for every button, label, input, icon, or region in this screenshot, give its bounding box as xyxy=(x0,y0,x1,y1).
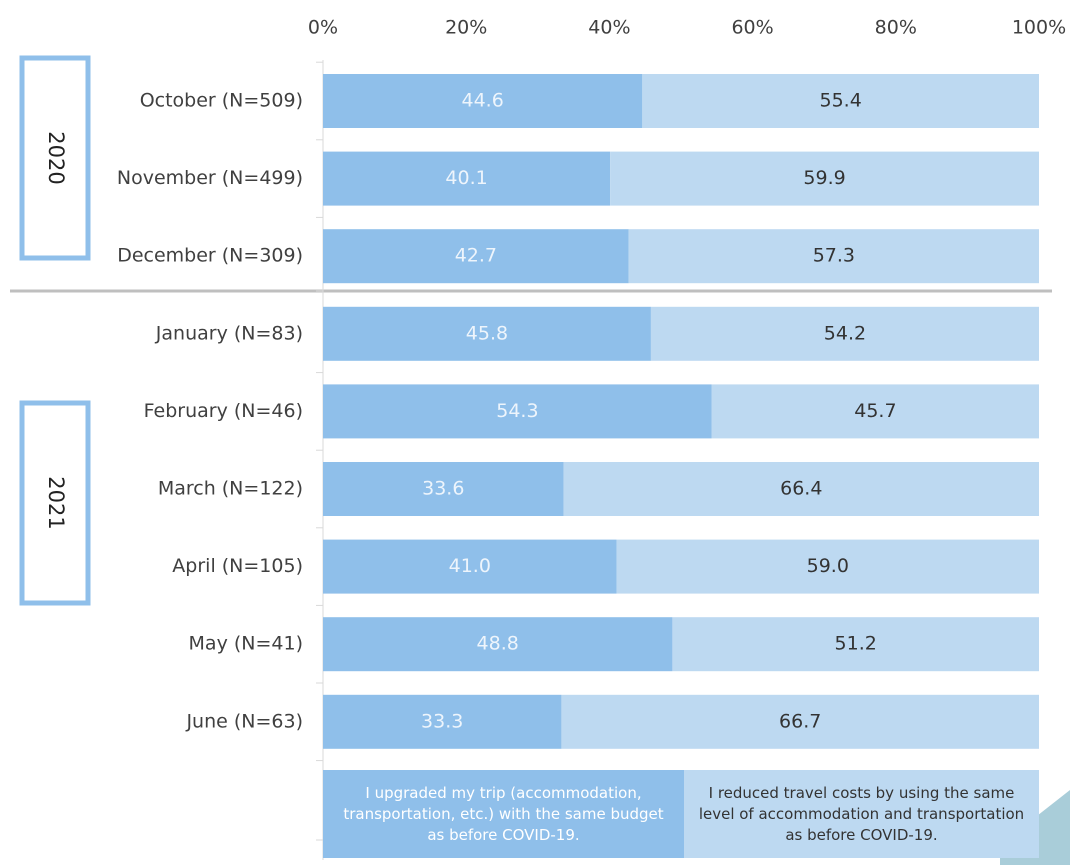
value-label: 33.6 xyxy=(422,478,464,500)
bar-segment xyxy=(323,462,564,516)
bar-segment xyxy=(628,229,1039,284)
group-label: 2020 xyxy=(44,131,68,184)
x-tick-label: 0% xyxy=(308,17,338,39)
y-tick-label: October (N=509) xyxy=(140,90,303,112)
bar-segment xyxy=(672,617,1039,672)
x-tick-label: 100% xyxy=(1012,17,1066,39)
value-label: 54.3 xyxy=(496,400,538,422)
legend-item: I reduced travel costs by using the same… xyxy=(684,770,1039,858)
value-label: 66.4 xyxy=(780,478,822,500)
bar-segment xyxy=(323,151,611,206)
y-tick-label: January (N=83) xyxy=(155,322,303,344)
bar-segment xyxy=(323,694,562,749)
y-tick-label: April (N=105) xyxy=(172,555,303,577)
group-label: 2021 xyxy=(44,476,68,529)
y-tick-label: May (N=41) xyxy=(189,633,303,655)
y-tick-label: February (N=46) xyxy=(144,400,303,422)
legend-item: I upgraded my trip (accommodation, trans… xyxy=(323,770,684,858)
value-label: 55.4 xyxy=(820,90,862,112)
value-label: 33.3 xyxy=(421,710,463,732)
bar-segment xyxy=(323,229,629,284)
value-label: 44.6 xyxy=(462,90,504,112)
value-label: 66.7 xyxy=(779,710,821,732)
group-box xyxy=(19,400,91,606)
y-tick-label: December (N=309) xyxy=(117,245,303,267)
bar-segment xyxy=(650,306,1039,361)
y-tick-label: November (N=499) xyxy=(117,167,303,189)
value-label: 57.3 xyxy=(813,245,855,267)
value-label: 45.7 xyxy=(854,400,896,422)
bar-segment xyxy=(323,384,712,439)
bar-segment xyxy=(323,306,651,361)
y-tick-label: March (N=122) xyxy=(158,478,303,500)
bar-segment xyxy=(711,384,1039,439)
bar-segment xyxy=(323,74,643,128)
x-tick-label: 60% xyxy=(731,17,773,39)
value-label: 42.7 xyxy=(455,245,497,267)
value-label: 40.1 xyxy=(445,167,487,189)
value-label: 59.0 xyxy=(807,555,849,577)
x-tick-label: 40% xyxy=(588,17,630,39)
x-tick-label: 20% xyxy=(445,17,487,39)
value-label: 45.8 xyxy=(466,322,508,344)
bar-segment xyxy=(610,151,1039,206)
value-label: 41.0 xyxy=(449,555,491,577)
y-tick-label: June (N=63) xyxy=(185,710,303,732)
bar-segment xyxy=(616,539,1039,594)
bar-segment xyxy=(323,539,617,594)
x-tick-label: 80% xyxy=(875,17,917,39)
value-label: 48.8 xyxy=(477,633,519,655)
value-label: 51.2 xyxy=(835,633,877,655)
value-label: 59.9 xyxy=(803,167,845,189)
bar-segment xyxy=(323,617,673,672)
bar-segment xyxy=(563,462,1039,516)
group-box xyxy=(19,55,91,261)
bar-segment xyxy=(561,694,1039,749)
value-label: 54.2 xyxy=(824,322,866,344)
bar-segment xyxy=(642,74,1039,128)
